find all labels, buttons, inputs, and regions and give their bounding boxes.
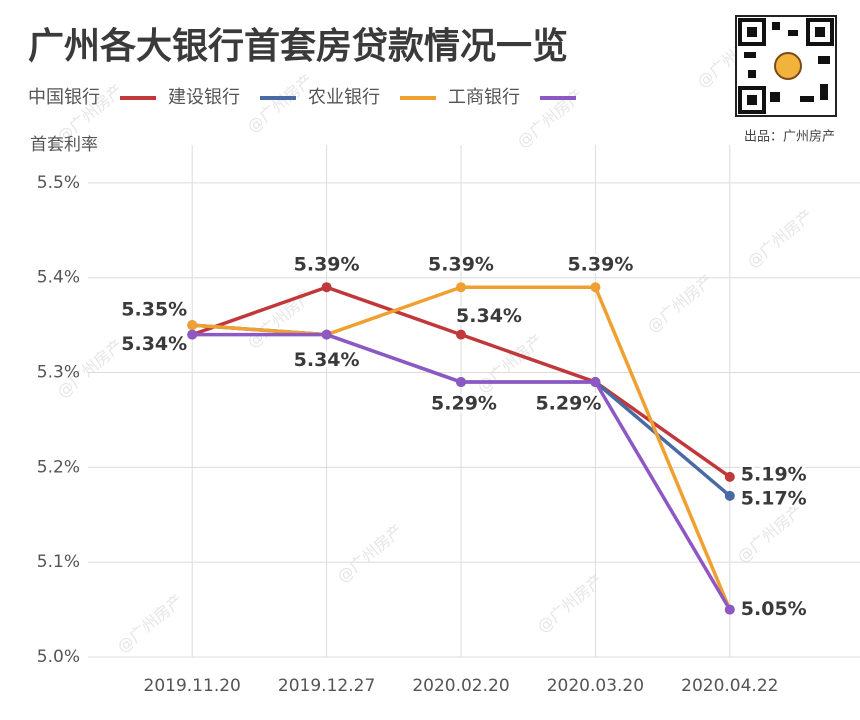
x-tick-label: 2019.12.27 <box>278 676 375 696</box>
x-tick-label: 2020.04.22 <box>681 676 778 696</box>
data-label: 5.39% <box>294 254 360 276</box>
point <box>724 471 735 482</box>
source: 出品：广州房产 <box>744 129 835 145</box>
data-label: 5.34% <box>121 333 187 355</box>
legend-label: 农业银行 <box>308 87 380 108</box>
point <box>321 282 332 293</box>
data-label: 5.34% <box>456 305 522 327</box>
y-axis-title: 首套利率 <box>30 135 98 155</box>
point <box>321 329 332 340</box>
y-tick-label: 5.2% <box>37 457 80 477</box>
data-label: 5.17% <box>741 487 807 509</box>
data-label: 5.34% <box>294 349 360 371</box>
y-tick-label: 5.5% <box>37 173 80 193</box>
y-tick-label: 5.1% <box>37 552 80 572</box>
point <box>724 490 735 501</box>
data-label: 5.19% <box>741 463 807 485</box>
point <box>456 377 466 388</box>
legend-label: 中国银行 <box>28 87 100 108</box>
point <box>456 282 466 293</box>
y-tick-label: 5.3% <box>37 363 80 383</box>
data-label: 5.29% <box>431 393 497 415</box>
point <box>187 329 198 340</box>
legend-label: 工商银行 <box>448 87 520 108</box>
x-tick-label: 2019.11.20 <box>144 676 241 696</box>
point <box>456 329 466 340</box>
data-label: 5.35% <box>121 299 187 321</box>
data-label: 5.39% <box>428 254 494 276</box>
data-label: 5.05% <box>741 598 807 620</box>
point <box>590 282 601 293</box>
point <box>724 604 735 615</box>
x-tick-label: 2020.03.20 <box>547 676 644 696</box>
y-tick-label: 5.4% <box>37 268 80 288</box>
qr-code <box>735 15 837 117</box>
data-label: 5.39% <box>567 254 633 276</box>
chart-title: 广州各大银行首套房贷款情况一览 <box>28 26 568 67</box>
point <box>590 377 601 388</box>
x-tick-label: 2020.02.20 <box>412 676 509 696</box>
legend-label: 建设银行 <box>168 87 240 108</box>
y-tick-label: 5.0% <box>37 647 80 667</box>
data-label: 5.29% <box>535 393 601 415</box>
point <box>187 320 198 331</box>
